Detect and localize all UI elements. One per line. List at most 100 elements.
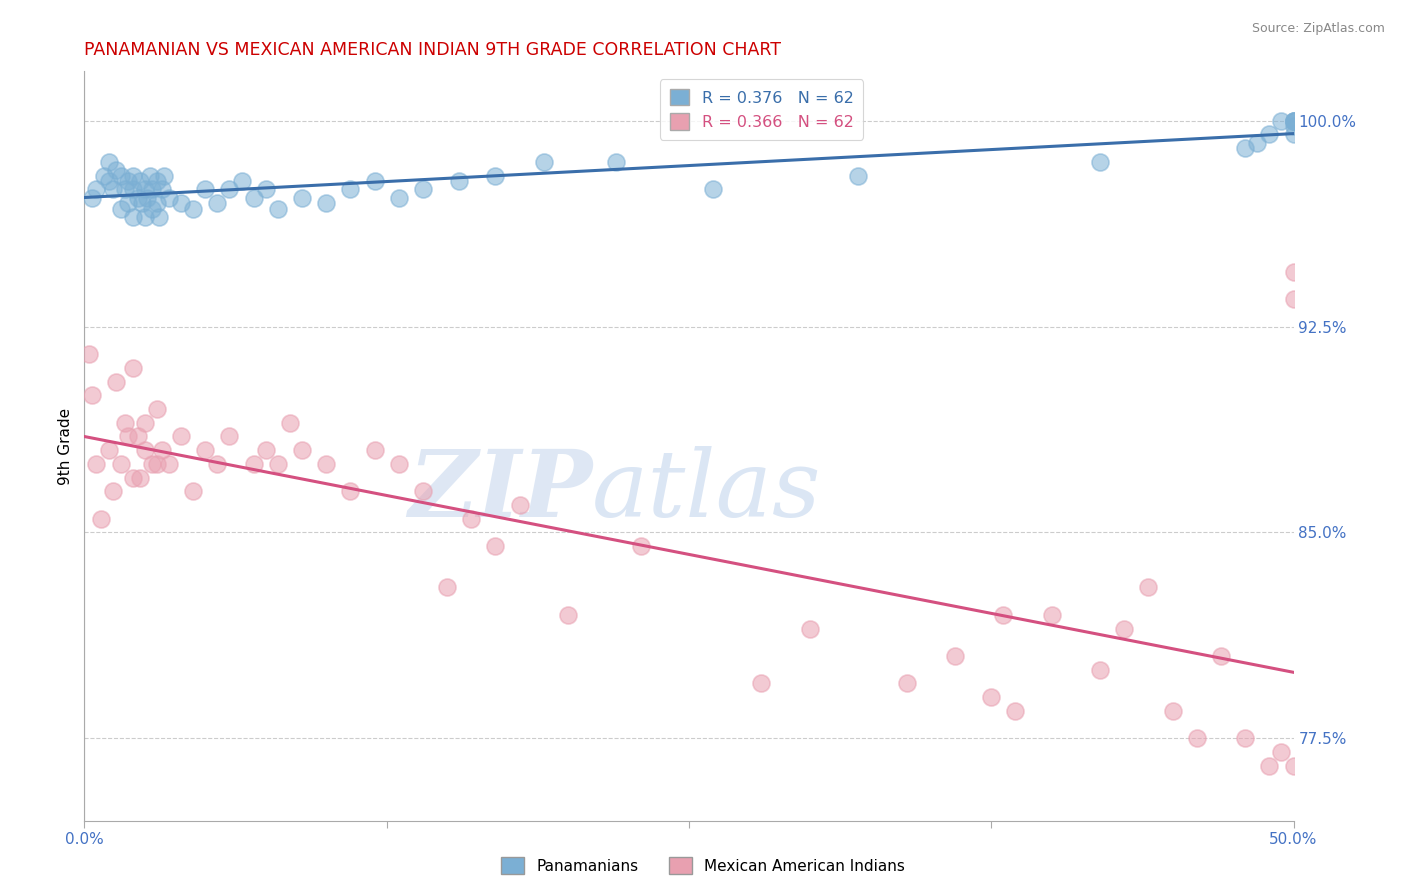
Text: ZIP: ZIP — [408, 446, 592, 536]
Text: atlas: atlas — [592, 446, 821, 536]
Point — [412, 484, 434, 499]
Point — [141, 182, 163, 196]
Point — [114, 416, 136, 430]
Point — [799, 622, 821, 636]
Point — [1270, 113, 1292, 128]
Legend: Panamanians, Mexican American Indians: Panamanians, Mexican American Indians — [495, 851, 911, 880]
Point — [77, 347, 100, 361]
Point — [127, 429, 149, 443]
Point — [267, 457, 290, 471]
Point — [129, 174, 152, 188]
Point — [1282, 265, 1305, 279]
Point — [117, 429, 139, 443]
Point — [110, 457, 132, 471]
Point — [134, 182, 156, 196]
Point — [339, 484, 361, 499]
Point — [146, 401, 169, 416]
Point — [157, 457, 180, 471]
Point — [110, 169, 132, 183]
Point — [943, 648, 966, 663]
Text: PANAMANIAN VS MEXICAN AMERICAN INDIAN 9TH GRADE CORRELATION CHART: PANAMANIAN VS MEXICAN AMERICAN INDIAN 9T… — [84, 41, 782, 59]
Point — [141, 457, 163, 471]
Point — [484, 539, 506, 553]
Point — [267, 202, 290, 216]
Point — [103, 182, 125, 196]
Point — [1282, 113, 1305, 128]
Point — [1040, 607, 1063, 622]
Point — [134, 210, 156, 224]
Point — [80, 388, 103, 402]
Point — [1161, 704, 1184, 718]
Point — [412, 182, 434, 196]
Point — [150, 443, 173, 458]
Point — [254, 443, 277, 458]
Point — [121, 360, 143, 375]
Point — [121, 210, 143, 224]
Point — [363, 443, 385, 458]
Point — [80, 191, 103, 205]
Point — [449, 174, 471, 188]
Point — [117, 196, 139, 211]
Point — [181, 484, 204, 499]
Point — [1282, 292, 1305, 306]
Point — [242, 457, 264, 471]
Point — [278, 416, 301, 430]
Point — [1258, 128, 1281, 142]
Point — [110, 202, 132, 216]
Point — [170, 196, 193, 211]
Point — [148, 210, 170, 224]
Point — [702, 182, 724, 196]
Point — [1258, 758, 1281, 772]
Point — [218, 429, 240, 443]
Point — [153, 169, 176, 183]
Point — [1246, 136, 1268, 150]
Point — [141, 202, 163, 216]
Point — [104, 163, 127, 178]
Point — [150, 182, 173, 196]
Point — [1088, 155, 1111, 169]
Point — [207, 196, 229, 211]
Point — [1282, 758, 1305, 772]
Point — [1114, 622, 1136, 636]
Point — [218, 182, 240, 196]
Point — [146, 457, 169, 471]
Point — [436, 580, 458, 594]
Point — [90, 512, 112, 526]
Point — [1185, 731, 1208, 746]
Point — [1282, 113, 1305, 128]
Text: Source: ZipAtlas.com: Source: ZipAtlas.com — [1251, 22, 1385, 36]
Point — [291, 191, 314, 205]
Point — [557, 607, 579, 622]
Point — [630, 539, 652, 553]
Point — [254, 182, 277, 196]
Point — [104, 375, 127, 389]
Point — [1234, 141, 1257, 155]
Point — [134, 443, 156, 458]
Point — [751, 676, 773, 690]
Point — [170, 429, 193, 443]
Point — [146, 174, 169, 188]
Point — [134, 416, 156, 430]
Point — [86, 457, 108, 471]
Point — [1270, 745, 1292, 759]
Point — [363, 174, 385, 188]
Point — [1282, 120, 1305, 134]
Point — [121, 182, 143, 196]
Point — [146, 196, 169, 211]
Point — [242, 191, 264, 205]
Point — [315, 457, 337, 471]
Point — [231, 174, 253, 188]
Point — [339, 182, 361, 196]
Point — [97, 443, 120, 458]
Point — [194, 182, 217, 196]
Point — [533, 155, 555, 169]
Point — [194, 443, 217, 458]
Point — [136, 191, 159, 205]
Point — [138, 169, 160, 183]
Point — [460, 512, 482, 526]
Point — [181, 202, 204, 216]
Point — [980, 690, 1002, 705]
Point — [1137, 580, 1160, 594]
Point — [93, 169, 115, 183]
Point — [86, 182, 108, 196]
